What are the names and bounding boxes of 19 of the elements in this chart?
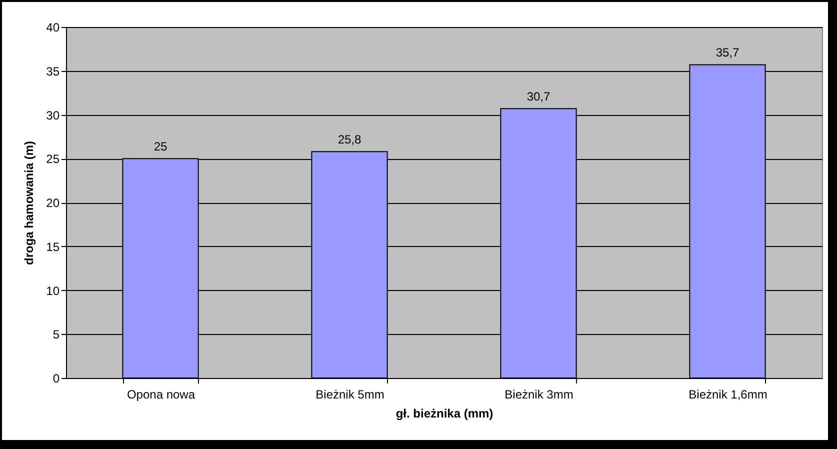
- data-label: 30,7: [526, 90, 550, 104]
- x-tick-label: Opona nowa: [126, 388, 196, 402]
- y-tick-label: 35: [46, 64, 60, 78]
- x-tick-label: Bieżnik 1,6mm: [688, 388, 768, 402]
- y-tick-label: 5: [52, 328, 60, 342]
- data-label: 25,8: [338, 132, 362, 147]
- y-tick-label: 15: [46, 240, 60, 254]
- data-label: 25: [154, 140, 168, 154]
- x-tick-label: Bieżnik 5mm: [316, 388, 384, 402]
- y-tick-label: 25: [46, 152, 60, 166]
- y-tick-label: 10: [46, 284, 60, 298]
- y-tick-label: 20: [46, 196, 60, 210]
- x-tick-label: Bieżnik 3mm: [504, 388, 574, 402]
- y-axis-title: droga hamowania (m): [22, 140, 36, 266]
- x-axis-title: gł. bieżnika (mm): [396, 406, 494, 420]
- y-tick-label: 0: [52, 372, 60, 386]
- y-tick-label: 40: [46, 20, 60, 34]
- data-label: 35,7: [716, 46, 740, 60]
- y-tick-label: 30: [46, 108, 60, 122]
